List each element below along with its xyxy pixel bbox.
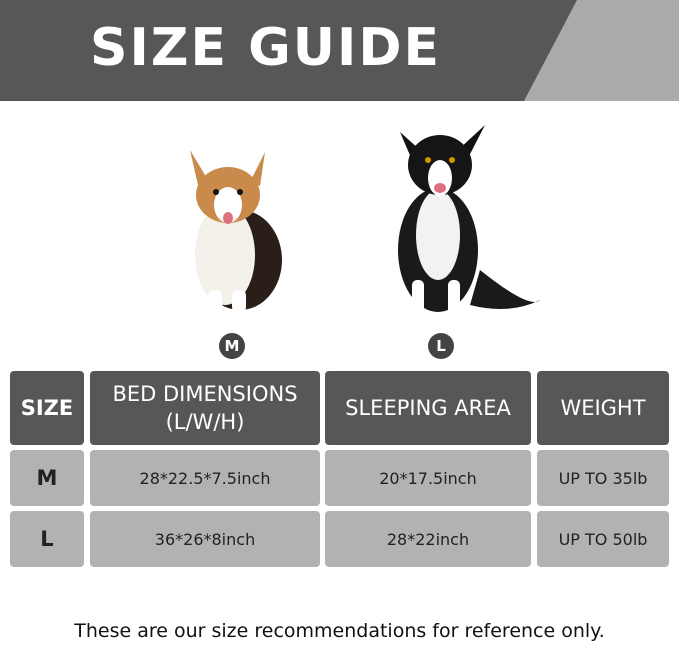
banner-accent — [524, 0, 679, 101]
row-m-sleeping-area: 20*17.5inch — [325, 450, 531, 506]
header-bed-dimensions: BED DIMENSIONS (L/W/H) — [90, 371, 320, 445]
row-l-sleeping-area: 28*22inch — [325, 511, 531, 567]
header-sleeping-area: SLEEPING AREA — [325, 371, 531, 445]
row-m-bed-dimensions: 28*22.5*7.5inch — [90, 450, 320, 506]
row-m-size: M — [10, 450, 84, 506]
header-size: SIZE — [10, 371, 84, 445]
row-l-bed-dimensions: 36*26*8inch — [90, 511, 320, 567]
size-badge-m: M — [219, 333, 245, 359]
row-m-weight: UP TO 35lb — [537, 450, 669, 506]
page-title: SIZE GUIDE — [90, 18, 442, 78]
row-l-weight: UP TO 50lb — [537, 511, 669, 567]
size-badge-l: L — [428, 333, 454, 359]
border-collie-icon — [398, 125, 540, 314]
corgi-icon — [190, 150, 282, 312]
header-weight: WEIGHT — [537, 371, 669, 445]
footer-note: These are our size recommendations for r… — [74, 620, 605, 642]
row-l-size: L — [10, 511, 84, 567]
